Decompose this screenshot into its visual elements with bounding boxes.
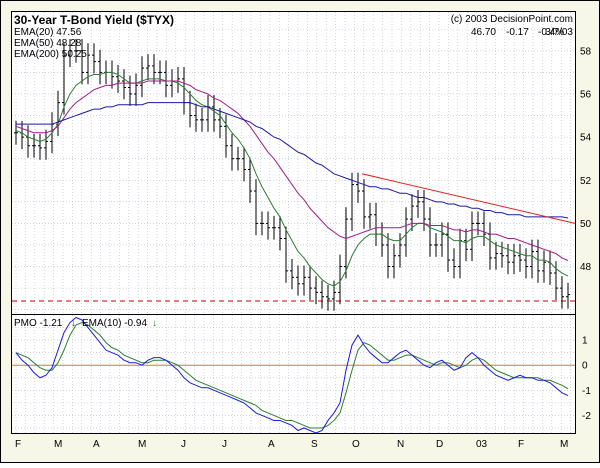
legend-pmo: PMO -1.21 (14, 318, 63, 329)
x-tick-label: 03 (476, 439, 488, 450)
pmo-layer (12, 316, 575, 434)
price-tick-label: 56 (580, 89, 592, 100)
axis-layer: 48 50 52 54 56 58 -2 -1 0 1 F M A M J J A S O N D 03 F M (15, 46, 592, 450)
pmo-panel-frame (11, 314, 576, 434)
pmo-tick-label: -1 (582, 386, 591, 397)
x-tick-label: N (397, 439, 404, 450)
pmo-down-arrow-icon: ↓ (71, 318, 76, 329)
x-tick-label: J (222, 439, 227, 450)
change-percent: -0.4% (538, 27, 564, 38)
quote-date: 3/7/03 (545, 27, 573, 38)
change-value: -0.17 (506, 27, 529, 38)
pmo-tick-label: 0 (582, 361, 588, 372)
x-tick-label: F (518, 439, 524, 450)
ema50-line (15, 80, 569, 261)
price-tick-label: 52 (580, 176, 592, 187)
pmo-tick-label: -2 (582, 411, 591, 422)
last-close: 46.70 (471, 27, 496, 38)
x-tick-label: A (268, 439, 275, 450)
ema20-line (15, 71, 569, 287)
ema10-down-arrow-icon: ↓ (152, 318, 157, 329)
pmo-ema10-line (15, 321, 569, 429)
legend-ema50: EMA(50) 48.28 (14, 38, 82, 49)
price-tick-label: 50 (580, 219, 592, 230)
x-tick-label: M (54, 439, 62, 450)
pmo-line (15, 316, 569, 434)
price-tick-label: 54 (580, 133, 592, 144)
x-tick-label: J (181, 439, 186, 450)
x-tick-label: M (138, 439, 146, 450)
price-layer (12, 38, 576, 311)
pmo-tick-label: 1 (582, 336, 588, 347)
x-tick-label: S (311, 439, 318, 450)
legend-ema20: EMA(20) 47.56 (14, 27, 82, 38)
x-tick-label: A (93, 439, 100, 450)
price-panel-frame (11, 11, 576, 315)
copyright: (c) 2003 DecisionPoint.com (451, 14, 573, 25)
x-tick-label: O (352, 439, 360, 450)
price-tick-label: 48 (580, 262, 592, 273)
price-tick-label: 58 (580, 46, 592, 57)
legend-pmo-ema10: EMA(10) -0.94 (82, 318, 147, 329)
x-tick-label: D (436, 439, 443, 450)
x-tick-label: M (560, 439, 568, 450)
declining-trendline (361, 173, 576, 224)
legend-ema200: EMA(200) 50.25 (14, 49, 87, 60)
grid-layer (12, 12, 575, 433)
chart-title: 30-Year T-Bond Yield ($TYX) (14, 13, 174, 27)
x-tick-label: F (15, 439, 21, 450)
ema200-line (16, 102, 569, 219)
